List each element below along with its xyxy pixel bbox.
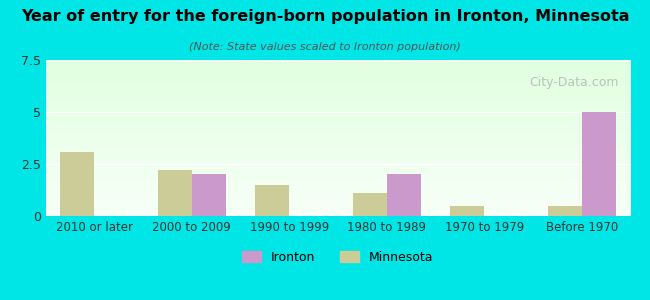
Bar [353, 193, 387, 216]
Bar [450, 206, 484, 216]
Text: Year of entry for the foreign-born population in Ironton, Minnesota: Year of entry for the foreign-born popul… [21, 9, 629, 24]
Legend: Ironton, Minnesota: Ironton, Minnesota [237, 246, 439, 269]
Bar [387, 174, 421, 216]
Text: (Note: State values scaled to Ironton population): (Note: State values scaled to Ironton po… [189, 42, 461, 52]
Bar [547, 206, 582, 216]
Bar [60, 152, 94, 216]
Bar [192, 174, 226, 216]
Bar [157, 170, 192, 216]
Bar [582, 112, 616, 216]
Text: City-Data.com: City-Data.com [529, 76, 619, 88]
Bar [255, 185, 289, 216]
